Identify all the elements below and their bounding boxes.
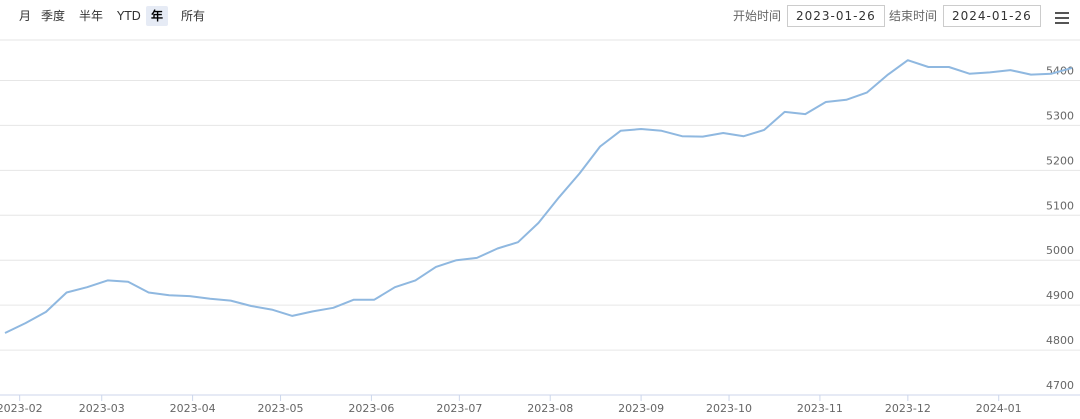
x-tick-label: 2023-10 [706, 402, 752, 415]
range-button[interactable]: 年 [146, 6, 169, 26]
menu-bar[interactable] [1055, 17, 1069, 19]
x-tick-label: 2023-05 [258, 402, 304, 415]
x-tick-label: 2023-02 [0, 402, 43, 415]
y-tick-label: 4800 [1046, 334, 1074, 347]
x-tick-label: 2023-06 [348, 402, 394, 415]
range-button[interactable]: 月 [19, 9, 32, 23]
y-tick-label: 5000 [1046, 244, 1074, 257]
range-button[interactable]: 所有 [181, 9, 206, 23]
menu-bar[interactable] [1055, 12, 1069, 14]
start-label: 开始时间 [733, 9, 782, 23]
menu-bar[interactable] [1055, 22, 1069, 24]
y-tick-label: 5100 [1046, 199, 1074, 212]
data-line [4, 59, 1073, 334]
y-tick-label: 4900 [1046, 289, 1074, 302]
y-tick-label: 5200 [1046, 154, 1074, 167]
x-tick-label: 2024-01 [976, 402, 1022, 415]
end-label: 结束时间 [889, 9, 938, 23]
range-button[interactable]: YTD [117, 9, 141, 23]
range-button[interactable]: 半年 [79, 9, 104, 23]
x-tick-label: 2023-09 [618, 402, 664, 415]
x-tick-label: 2023-12 [885, 402, 931, 415]
x-tick-label: 2023-03 [79, 402, 125, 415]
x-tick-label: 2023-04 [170, 402, 216, 415]
end-input[interactable]: 2024-01-26 [943, 5, 1041, 27]
toolbar: 月季度 半年 YTD 年所有 开始时间 2023-01-26 结束时间 2024-01-26 [0, 0, 1080, 34]
y-tick-label: 5300 [1046, 109, 1074, 122]
x-tick-label: 2023-07 [436, 402, 482, 415]
y-tick-label: 4700 [1046, 379, 1074, 392]
x-tick-label: 2023-08 [527, 402, 573, 415]
range-button[interactable]: 季度 [41, 9, 66, 23]
x-tick-label: 2023-11 [797, 402, 843, 415]
start-input[interactable]: 2023-01-26 [787, 5, 885, 27]
menu-button[interactable] [1055, 12, 1069, 24]
